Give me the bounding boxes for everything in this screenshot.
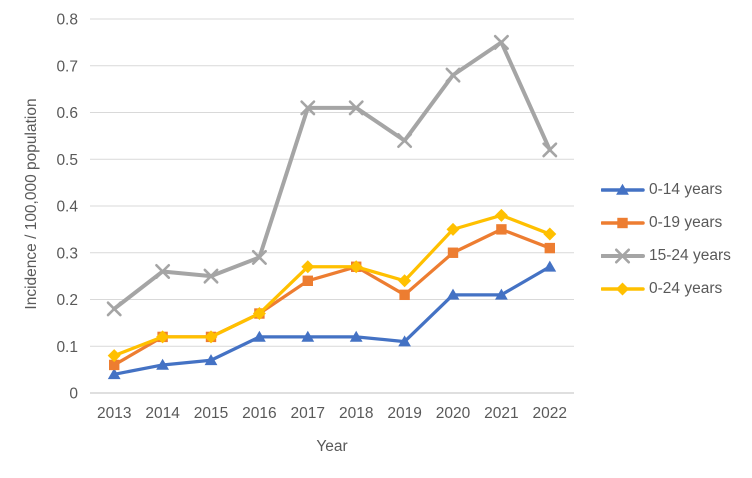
square-marker — [447, 247, 459, 258]
series-0-19-years — [109, 224, 555, 371]
series-15-24-years — [106, 34, 558, 317]
y-tick-label: 0.4 — [56, 199, 78, 216]
y-tick-label: 0.7 — [56, 58, 78, 75]
x-tick-label: 2018 — [339, 405, 373, 422]
x-marker — [493, 34, 509, 50]
diamond-marker — [156, 330, 170, 344]
legend-item-0-24-years: 0-24 years — [601, 278, 731, 300]
x-marker — [445, 67, 461, 83]
legend-key-triangle-icon — [601, 183, 645, 195]
x-marker — [251, 249, 267, 265]
series-0-14-years — [107, 260, 557, 380]
series-0-24-years — [107, 208, 557, 363]
triangle-marker — [107, 368, 121, 380]
y-axis-title: Incidence / 100,000 population — [23, 98, 40, 309]
x-marker — [155, 263, 171, 279]
series-layer — [106, 34, 558, 380]
diamond-marker — [252, 307, 266, 321]
triangle-marker — [253, 330, 266, 342]
x-marker — [106, 301, 122, 317]
series-line-15-24-years — [112, 40, 552, 311]
square-marker — [617, 217, 628, 229]
x-tick-label: 2016 — [242, 405, 276, 422]
diamond-marker — [494, 208, 508, 222]
triangle-marker — [349, 330, 363, 342]
y-tick-label: 0.5 — [56, 152, 78, 169]
diamond-marker — [349, 260, 363, 274]
series-line-0-19-years — [112, 227, 552, 367]
label-layer: 0 0.1 0.2 0.3 0.4 0.5 0.6 0.7 0.8 2013 2014 2015 201… — [56, 12, 567, 423]
legend-key-square-icon — [601, 217, 645, 229]
x-marker — [348, 100, 364, 116]
chart-legend: 0-14 years 0-19 years 15-24 years 0-24 year… — [601, 179, 731, 300]
x-tick-label: 2015 — [194, 405, 228, 422]
triangle-marker — [446, 288, 460, 300]
y-tick-label: 0 — [69, 386, 78, 403]
y-tick-label: 0.2 — [56, 292, 78, 309]
legend-label: 0-19 years — [649, 214, 723, 231]
triangle-marker — [495, 288, 508, 300]
legend-item-0-14-years: 0-14 years — [601, 179, 731, 201]
diamond-marker — [301, 260, 315, 274]
legend-label: 0-14 years — [649, 181, 723, 198]
grid-layer — [90, 18, 574, 394]
x-axis-title: Year — [316, 438, 347, 455]
legend-item-0-19-years: 0-19 years — [601, 212, 731, 234]
legend-item-15-24-years: 15-24 years — [601, 245, 731, 267]
x-tick-label: 2022 — [533, 405, 567, 422]
diamond-marker — [204, 330, 218, 344]
series-line-0-14-years — [112, 265, 552, 376]
legend-label: 0-24 years — [649, 280, 723, 297]
x-marker — [615, 248, 631, 264]
x-tick-label: 2013 — [97, 405, 131, 422]
diamond-marker — [446, 222, 460, 236]
triangle-marker — [156, 358, 169, 370]
legend-key-diamond-icon — [601, 282, 645, 296]
x-tick-label: 2021 — [484, 405, 518, 422]
series-line-0-24-years — [112, 213, 552, 358]
triangle-marker — [398, 335, 411, 347]
diamond-marker — [543, 227, 557, 241]
y-tick-label: 0.3 — [56, 245, 78, 262]
square-marker — [496, 224, 507, 235]
square-marker — [109, 359, 120, 371]
triangle-marker — [616, 183, 629, 195]
x-tick-label: 2019 — [387, 405, 421, 422]
diamond-marker — [616, 282, 629, 296]
x-marker — [203, 268, 219, 284]
x-tick-label: 2020 — [436, 405, 471, 422]
x-marker — [300, 100, 316, 116]
triangle-marker — [204, 354, 218, 366]
y-tick-label: 0.1 — [56, 339, 78, 356]
square-marker — [302, 275, 313, 286]
diamond-marker — [398, 274, 412, 288]
square-marker — [544, 242, 555, 254]
legend-label: 15-24 years — [649, 247, 731, 264]
x-marker — [397, 133, 413, 149]
triangle-marker — [543, 260, 557, 272]
square-marker — [399, 289, 410, 301]
y-tick-label: 0.8 — [56, 12, 78, 29]
x-tick-label: 2014 — [145, 405, 180, 422]
y-tick-label: 0.6 — [56, 105, 78, 122]
x-marker — [542, 142, 558, 158]
triangle-marker — [301, 330, 315, 342]
x-tick-label: 2017 — [291, 405, 325, 422]
legend-key-x-icon — [601, 248, 645, 264]
diamond-marker — [107, 349, 121, 363]
